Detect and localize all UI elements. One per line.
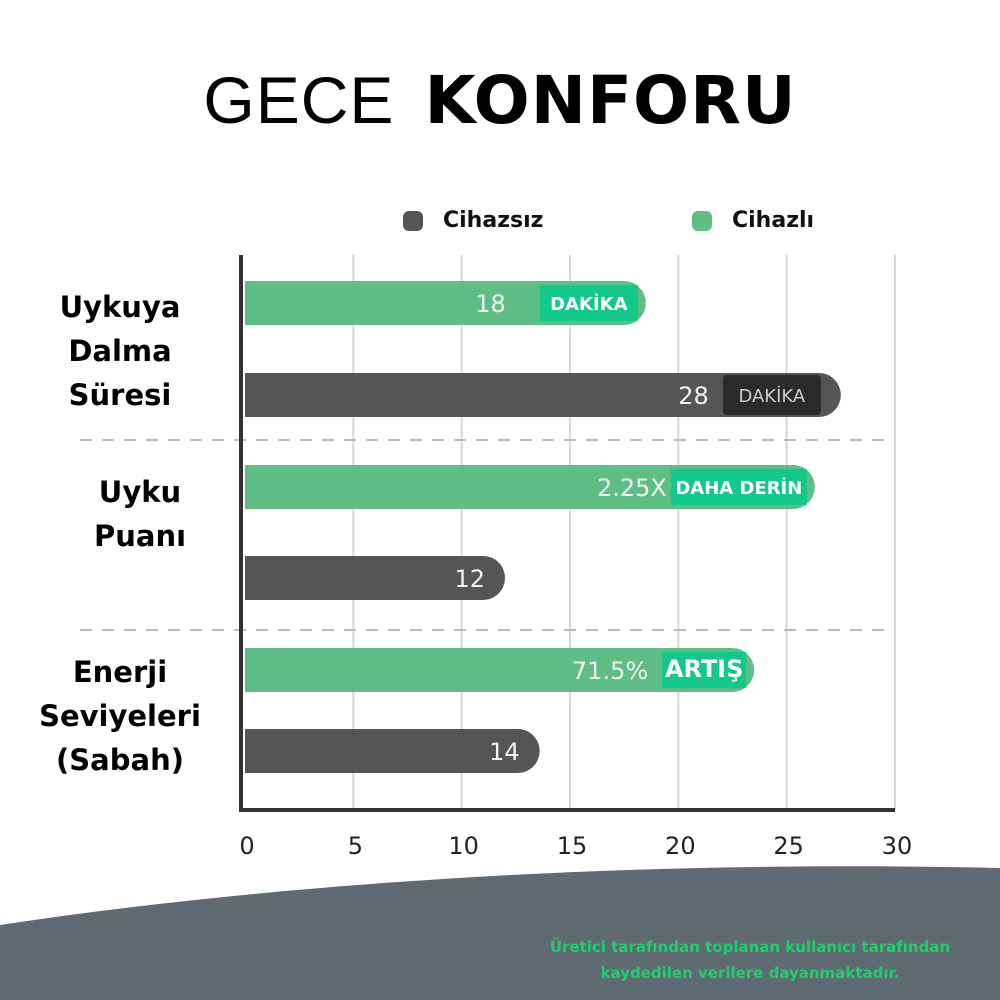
legend-dot <box>403 210 423 231</box>
legend-item-cihazsiz: Cihazsız <box>403 208 543 233</box>
bar-tag: DAKİKA <box>550 293 627 315</box>
footer-note: Üretici tarafından toplanan kullanıcı ta… <box>549 938 951 982</box>
legend-label: Cihazlı <box>732 208 815 233</box>
x-tick-label: 15 <box>557 832 588 860</box>
bar-cihazsiz <box>245 556 505 600</box>
x-tick-label: 25 <box>773 832 804 860</box>
bar-start <box>245 281 275 325</box>
bar-value-label: 18 <box>475 290 506 318</box>
title-bold: KONFORU <box>424 62 797 139</box>
bar-tag-bg <box>539 285 638 321</box>
legend-item-cihazli: Cihazlı <box>692 208 814 233</box>
title-light: GECE <box>203 63 395 137</box>
bar-value-label: 28 <box>678 382 709 410</box>
bar-start <box>245 729 275 773</box>
bar-tag-bg <box>722 375 821 415</box>
bar-cihazli <box>245 648 755 692</box>
bar-tag-bg <box>670 469 807 505</box>
bar-start <box>245 465 275 509</box>
bar-value-label: 14 <box>489 738 520 766</box>
bar-tag: ARTIŞ <box>665 655 744 683</box>
x-tick-label: 20 <box>665 832 696 860</box>
bar-tag: DAHA DERİN <box>675 477 802 499</box>
bar-cihazsiz <box>245 729 540 773</box>
bar-start <box>245 373 275 417</box>
legend-dot <box>692 210 712 231</box>
x-tick-label: 30 <box>882 832 913 860</box>
bar-start <box>245 556 275 600</box>
bar-cihazsiz <box>245 373 841 417</box>
bar-start <box>245 648 275 692</box>
category-label: Uyku Puanı <box>93 475 187 553</box>
category-label: Uykuya Dalma Süresi <box>59 290 181 412</box>
x-tick-label: 5 <box>348 832 363 860</box>
footer-wave <box>0 866 1000 1000</box>
x-tick-label: 0 <box>239 832 254 860</box>
legend-label: Cihazsız <box>443 208 544 233</box>
x-tick-label: 10 <box>448 832 479 860</box>
bar-tag: DAKİKA <box>738 386 805 407</box>
bar-value-label: 2.25X <box>597 474 667 502</box>
page-title: GECE KONFORU <box>0 62 1000 139</box>
bar-tag-bg <box>662 652 747 688</box>
bar-value-label: 71.5% <box>572 657 648 685</box>
bar-value-label: 12 <box>454 565 485 593</box>
category-label: Enerji Seviyeleri (Sabah) <box>39 655 201 777</box>
